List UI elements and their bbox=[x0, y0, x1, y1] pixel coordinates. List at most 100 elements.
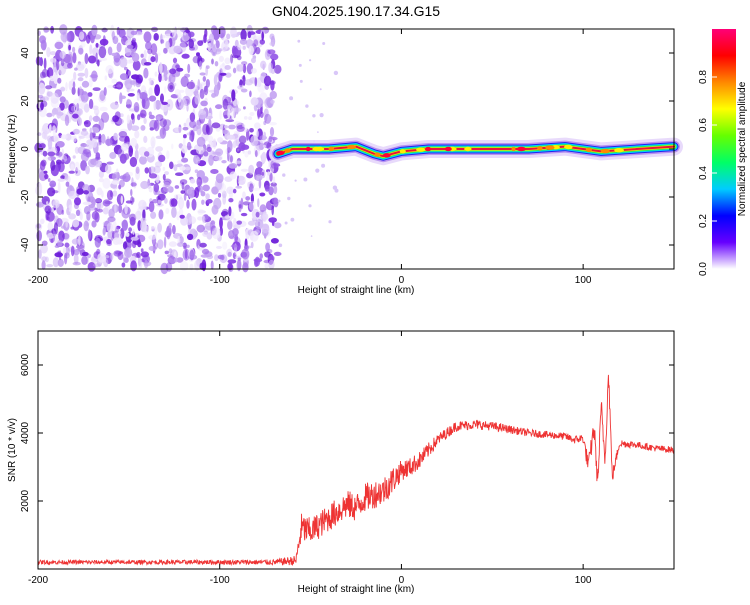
spectrogram-noise-cell bbox=[77, 77, 84, 82]
spectrogram-noise-cell bbox=[101, 190, 104, 198]
spectrogram-noise-cell bbox=[148, 87, 153, 97]
spectrogram-noise-cell bbox=[126, 59, 133, 64]
spectrogram-noise-cell bbox=[248, 183, 254, 193]
spectrogram-noise-cell bbox=[178, 124, 182, 133]
spectrogram-noise-cell bbox=[89, 115, 93, 122]
spectrogram-noise-cell bbox=[96, 187, 103, 196]
spectrogram-noise-cell bbox=[199, 82, 206, 86]
spectrogram-noise-cell bbox=[164, 86, 167, 94]
spectrogram-noise-cell bbox=[121, 262, 126, 268]
spectrogram-noise-cell bbox=[95, 152, 101, 160]
spectrogram-noise-cell bbox=[92, 47, 99, 57]
spectrogram-noise-cell bbox=[112, 237, 121, 245]
spectrogram-noise-cell bbox=[117, 251, 124, 261]
spectrogram-noise-cell bbox=[202, 215, 206, 224]
spectrogram-noise-cell bbox=[198, 104, 202, 111]
spectrogram-noise-cell bbox=[162, 166, 166, 171]
spectrogram-noise-cell bbox=[299, 79, 303, 83]
spectrogram-noise-cell bbox=[236, 64, 245, 72]
spectrogram-noise-cell bbox=[210, 169, 219, 174]
spectrogram-noise-cell bbox=[250, 193, 254, 204]
spectrogram-noise-cell bbox=[244, 79, 253, 86]
spectrogram-noise-cell bbox=[227, 251, 232, 257]
spectrogram-noise-cell bbox=[268, 217, 278, 223]
spectrogram-noise-cell bbox=[42, 150, 48, 157]
spectrogram-noise-cell bbox=[177, 92, 182, 103]
spectrogram-noise-cell bbox=[57, 239, 63, 247]
spectrogram-noise-cell bbox=[142, 221, 148, 233]
spectrogram-noise-cell bbox=[47, 67, 54, 79]
spectrogram-noise-cell bbox=[128, 88, 135, 92]
spectrogram-noise-cell bbox=[229, 171, 237, 180]
x-tick-label: -200 bbox=[28, 575, 48, 586]
spectrogram-noise-cell bbox=[75, 209, 81, 216]
spectrogram-noise-cell bbox=[259, 204, 267, 213]
spectrogram-noise-cell bbox=[225, 119, 235, 123]
spectrogram-noise-cell bbox=[187, 186, 195, 199]
spectrogram-noise-cell bbox=[236, 55, 242, 61]
spectrogram-noise-cell bbox=[97, 202, 104, 209]
spectrogram-noise-cell bbox=[151, 226, 155, 230]
spectrogram-noise-cell bbox=[130, 236, 139, 241]
spectrogram-noise-cell bbox=[55, 146, 61, 153]
spectrogram-noise-cell bbox=[58, 230, 65, 242]
spectrogram-noise-cell bbox=[67, 54, 73, 66]
spectrogram-noise-cell bbox=[129, 156, 138, 168]
spectrogram-noise-cell bbox=[254, 150, 258, 158]
spectrogram-noise-cell bbox=[46, 201, 49, 205]
spectrogram-noise-cell bbox=[129, 216, 136, 226]
spectrogram-noise-cell bbox=[126, 98, 131, 105]
spectrogram-noise-cell bbox=[137, 241, 142, 248]
spectrogram-noise-cell bbox=[269, 41, 275, 46]
spectrogram-noise-cell bbox=[102, 178, 111, 189]
spectrogram-noise-cell bbox=[232, 228, 239, 237]
spectrogram-noise-cell bbox=[159, 62, 163, 75]
spectrogram-noise-cell bbox=[88, 98, 94, 110]
spectrogram-noise-cell bbox=[105, 138, 113, 146]
spectrogram-noise-cell bbox=[102, 199, 111, 207]
spectrogram-noise-cell bbox=[206, 125, 211, 136]
spectrogram-noise-cell bbox=[222, 62, 225, 67]
spectrogram-noise-cell bbox=[148, 95, 157, 102]
spectrogram-noise-cell bbox=[217, 192, 222, 198]
spectrogram-noise-cell bbox=[83, 190, 89, 195]
spectrogram-noise-cell bbox=[160, 33, 163, 45]
spectrogram-noise-cell bbox=[278, 243, 283, 248]
spectrogram-noise-cell bbox=[139, 92, 148, 100]
spectrogram-noise-cell bbox=[135, 210, 142, 220]
spectrogram-noise-cell bbox=[72, 52, 77, 64]
spectrogram-noise-cell bbox=[120, 143, 129, 152]
spectrogram-noise-cell bbox=[126, 114, 131, 124]
spectrogram-noise-cell bbox=[153, 119, 160, 132]
spectrogram-noise-cell bbox=[197, 210, 206, 214]
spectrogram-noise-cell bbox=[67, 62, 73, 69]
spectrogram-noise-cell bbox=[186, 141, 192, 151]
spectrogram-noise-cell bbox=[136, 251, 141, 259]
spectrogram-noise-cell bbox=[128, 145, 133, 157]
spectrogram-noise-cell bbox=[110, 252, 114, 261]
spectrogram-noise-cell bbox=[240, 168, 249, 172]
spectrogram-noise-cell bbox=[248, 164, 255, 175]
snr-x-axis-label: Height of straight line (km) bbox=[298, 584, 415, 595]
spectrogram-noise-cell bbox=[232, 188, 237, 194]
spectrogram-noise-cell bbox=[240, 212, 248, 217]
spectrogram-noise-cell bbox=[52, 199, 60, 209]
spectrogram-noise-cell bbox=[72, 261, 81, 266]
spectrogram-noise-cell bbox=[287, 196, 291, 201]
spectrogram-noise-cell bbox=[272, 176, 276, 185]
spectrogram-noise-cell bbox=[166, 225, 172, 238]
spectrogram-noise-cell bbox=[101, 133, 106, 144]
ridge-peak bbox=[305, 146, 311, 152]
spectrogram-noise-cell bbox=[139, 155, 147, 165]
spectrogram-noise-cell bbox=[186, 81, 195, 90]
spectrogram-noise-cell bbox=[59, 102, 65, 111]
spectrogram-noise-cell bbox=[253, 39, 259, 47]
spectrogram-noise-cell bbox=[197, 40, 204, 46]
spectrogram-noise-cell bbox=[262, 144, 266, 148]
snr-x-ticks: -200 -100 0 100 bbox=[28, 331, 592, 586]
spectrogram-noise-cell bbox=[259, 192, 266, 197]
spectrogram-noise-cell bbox=[56, 106, 62, 119]
spectrogram-noise-cell bbox=[270, 80, 275, 91]
spectrogram-noise-cell bbox=[136, 92, 140, 101]
